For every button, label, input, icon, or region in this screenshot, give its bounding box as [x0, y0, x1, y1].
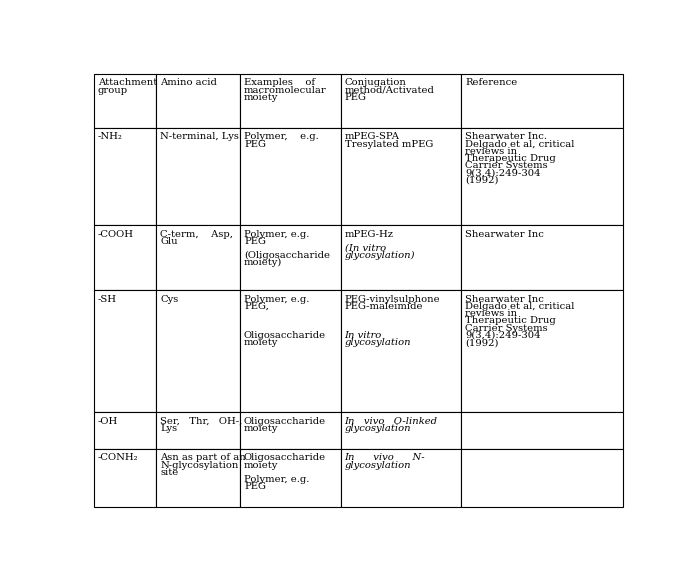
Text: moiety: moiety [244, 93, 279, 102]
Text: moiety: moiety [244, 424, 279, 433]
Text: Asn as part of an: Asn as part of an [160, 454, 246, 462]
Text: (1992): (1992) [466, 176, 499, 185]
Bar [461, 449, 624, 507]
Text: PEG: PEG [244, 482, 266, 491]
Text: PEG: PEG [344, 93, 367, 102]
Text: Lys: Lys [160, 424, 177, 433]
Text: PEG: PEG [244, 140, 266, 149]
Text: N-glycosylation: N-glycosylation [160, 460, 239, 470]
Text: PEG-vinylsulphone: PEG-vinylsulphone [344, 295, 440, 304]
Text: (Oligosaccharide: (Oligosaccharide [244, 251, 330, 260]
Text: Delgado et al, critical: Delgado et al, critical [466, 302, 575, 311]
Bar [94, 225, 157, 291]
Text: (1992): (1992) [466, 338, 499, 347]
Bar [157, 128, 240, 225]
Text: reviews in: reviews in [466, 309, 517, 318]
Text: 9(3,4):249-304: 9(3,4):249-304 [466, 168, 541, 177]
Bar [240, 74, 341, 128]
Bar [94, 412, 157, 449]
Text: N-terminal, Lys: N-terminal, Lys [160, 132, 239, 141]
Text: Shearwater Inc: Shearwater Inc [466, 295, 544, 304]
Text: Attachment: Attachment [98, 78, 157, 88]
Bar [94, 128, 157, 225]
Text: Conjugation: Conjugation [344, 78, 407, 88]
Text: -COOH: -COOH [98, 229, 134, 239]
Text: 9(3,4):249-304: 9(3,4):249-304 [466, 331, 541, 340]
Text: C-term,    Asp,: C-term, Asp, [160, 229, 233, 239]
Text: Polymer,    e.g.: Polymer, e.g. [244, 132, 318, 141]
Text: Therapeutic Drug: Therapeutic Drug [466, 154, 556, 163]
Text: method/Activated: method/Activated [344, 86, 435, 94]
Bar [240, 412, 341, 449]
Bar [341, 291, 461, 412]
Text: (In vitro: (In vitro [344, 244, 386, 253]
Text: Shearwater Inc: Shearwater Inc [466, 229, 544, 239]
Text: In   vivo   O-linked: In vivo O-linked [344, 416, 438, 426]
Bar [461, 128, 624, 225]
Text: -CONH₂: -CONH₂ [98, 454, 139, 462]
Bar [240, 225, 341, 291]
Text: -OH: -OH [98, 416, 118, 426]
Bar [157, 412, 240, 449]
Bar [461, 225, 624, 291]
Bar [461, 291, 624, 412]
Text: glycosylation: glycosylation [344, 460, 411, 470]
Text: glycosylation): glycosylation) [344, 251, 415, 260]
Bar [94, 291, 157, 412]
Text: Carrier Systems: Carrier Systems [466, 324, 548, 333]
Bar [461, 74, 624, 128]
Text: Reference: Reference [466, 78, 517, 88]
Text: mPEG-SPA: mPEG-SPA [344, 132, 400, 141]
Text: Delgado et al, critical: Delgado et al, critical [466, 140, 575, 149]
Text: mPEG-Hz: mPEG-Hz [344, 229, 393, 239]
Bar [341, 74, 461, 128]
Text: Examples    of: Examples of [244, 78, 315, 88]
Text: moiety: moiety [244, 338, 279, 347]
Bar [341, 225, 461, 291]
Text: Cys: Cys [160, 295, 178, 304]
Bar [341, 449, 461, 507]
Bar [341, 412, 461, 449]
Text: reviews in: reviews in [466, 147, 517, 156]
Bar [157, 291, 240, 412]
Bar [157, 74, 240, 128]
Text: glycosylation: glycosylation [344, 424, 411, 433]
Text: -SH: -SH [98, 295, 117, 304]
Text: site: site [160, 468, 178, 477]
Text: PEG-maleimide: PEG-maleimide [344, 302, 423, 311]
Text: Tresylated mPEG: Tresylated mPEG [344, 140, 433, 149]
Text: In      vivo      N-: In vivo N- [344, 454, 425, 462]
Text: macromolecular: macromolecular [244, 86, 327, 94]
Text: Oligosaccharide: Oligosaccharide [244, 454, 326, 462]
Text: moiety: moiety [244, 460, 279, 470]
Text: -NH₂: -NH₂ [98, 132, 122, 141]
Text: Ser,   Thr,   OH-,: Ser, Thr, OH-, [160, 416, 243, 426]
Text: PEG: PEG [244, 237, 266, 246]
Bar [240, 128, 341, 225]
Text: PEG,: PEG, [244, 302, 269, 311]
Text: Polymer, e.g.: Polymer, e.g. [244, 295, 309, 304]
Text: Amino acid: Amino acid [160, 78, 217, 88]
Text: glycosylation: glycosylation [344, 338, 411, 347]
Bar [157, 225, 240, 291]
Text: group: group [98, 86, 128, 94]
Text: Therapeutic Drug: Therapeutic Drug [466, 316, 556, 325]
Bar [341, 128, 461, 225]
Text: Oligosaccharide: Oligosaccharide [244, 331, 326, 340]
Text: In vitro: In vitro [344, 331, 382, 340]
Text: Glu: Glu [160, 237, 178, 246]
Bar [240, 449, 341, 507]
Bar [157, 449, 240, 507]
Text: Polymer, e.g.: Polymer, e.g. [244, 475, 309, 484]
Text: moiety): moiety) [244, 259, 282, 268]
Bar [94, 449, 157, 507]
Text: Carrier Systems: Carrier Systems [466, 161, 548, 170]
Bar [240, 291, 341, 412]
Bar [461, 412, 624, 449]
Text: Polymer, e.g.: Polymer, e.g. [244, 229, 309, 239]
Text: Oligosaccharide: Oligosaccharide [244, 416, 326, 426]
Bar [94, 74, 157, 128]
Text: Shearwater Inc.: Shearwater Inc. [466, 132, 547, 141]
